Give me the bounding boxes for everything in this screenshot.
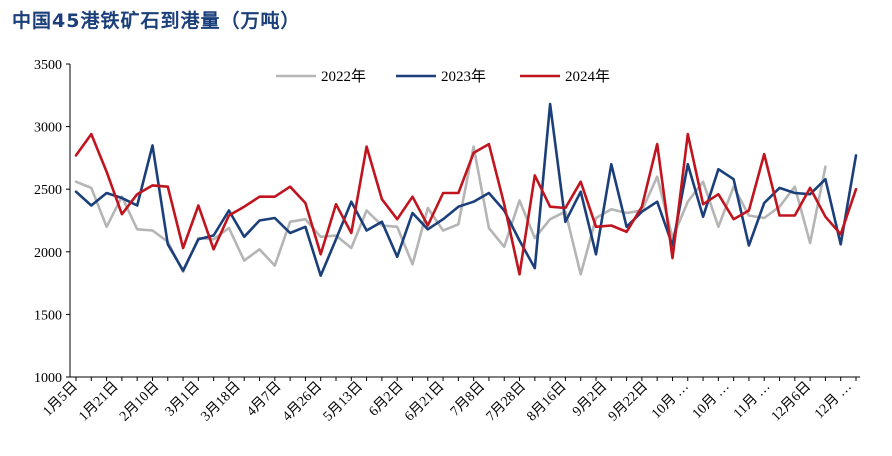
x-tick-label: 10月 …	[689, 379, 732, 422]
x-tick-label: 6月21日	[401, 379, 447, 425]
x-tick-label: 7月28日	[483, 379, 529, 425]
y-tick-label: 1000	[34, 371, 62, 386]
x-tick-label: 7月8日	[447, 379, 488, 420]
x-tick-label: 3月18日	[198, 379, 244, 425]
x-tick-label: 12月 …	[811, 379, 854, 422]
y-tick-label: 2000	[34, 246, 62, 261]
legend-label-2023年: 2023年	[441, 68, 486, 85]
x-tick-label: 3月1日	[162, 379, 203, 420]
series-line-2023年	[74, 102, 858, 277]
x-tick-label: 5月13日	[320, 379, 366, 425]
x-tick-label: 6月2日	[366, 379, 407, 420]
x-tick-label: 12月6日	[768, 379, 814, 425]
x-tick-label: 2月10日	[116, 379, 162, 425]
y-tick-label: 3000	[34, 121, 62, 136]
x-tick-label: 10月 …	[648, 379, 691, 422]
y-tick-label: 1500	[34, 308, 62, 323]
chart-title: 中国45港铁矿石到港量（万吨）	[12, 10, 301, 32]
chart-legend: 2022年 2023年 2024年	[276, 68, 610, 85]
x-tick-label: 4月7日	[244, 379, 285, 420]
y-tick-label: 2500	[34, 183, 62, 198]
x-tick-label: 4月26日	[279, 379, 325, 425]
legend-label-2022年: 2022年	[321, 68, 366, 85]
series-line-2022年	[74, 145, 827, 276]
chart-lines	[74, 102, 858, 277]
x-tick-label: 9月2日	[569, 379, 610, 420]
legend-label-2024年: 2024年	[565, 68, 610, 85]
x-tick-label: 11月 …	[730, 379, 773, 422]
x-tick-label: 1月21日	[76, 379, 122, 425]
y-tick-label: 3500	[34, 58, 62, 73]
series-line-2024年	[74, 132, 858, 276]
x-tick-label: 8月16日	[524, 379, 570, 425]
x-tick-label: 9月22日	[605, 379, 651, 425]
